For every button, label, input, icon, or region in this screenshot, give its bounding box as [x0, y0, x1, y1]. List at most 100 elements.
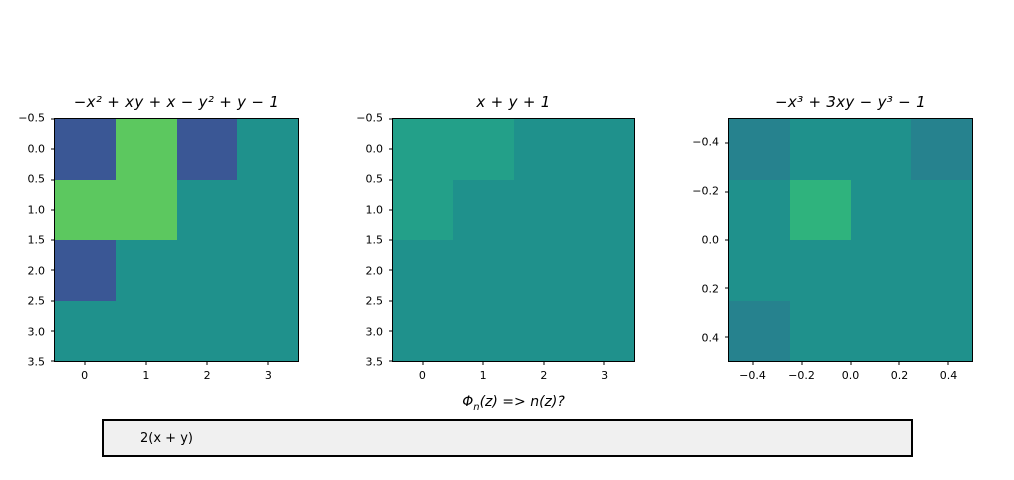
y-tick-mark: [389, 118, 393, 120]
heatmap-cell: [789, 240, 851, 301]
heatmap-cell: [850, 240, 912, 301]
heatmap-cell: [911, 300, 972, 361]
x-tick-label: 0: [81, 369, 89, 382]
heatmap-plot-3: −x³ + 3xy − y³ − 1 −0.4 −0.2 0.0 0.2 0.4 −0.…: [692, 93, 973, 382]
y-tick-label: 0.0: [701, 233, 720, 247]
heatmap-cell: [393, 300, 454, 361]
heatmap-cell: [729, 240, 790, 301]
y-tick-mark: [389, 148, 393, 150]
x-tick-mark: [422, 361, 424, 365]
heatmap-grid-3: [725, 118, 973, 365]
x-tick-label: −0.4: [739, 369, 766, 382]
heatmap-cell: [850, 179, 912, 240]
y-tick-mark: [51, 239, 55, 241]
heatmap-grid-2: [389, 118, 635, 365]
x-axis-2: 0 1 2 3: [392, 362, 635, 384]
heatmap-cell: [573, 300, 634, 361]
x-tick-mark: [752, 361, 754, 365]
y-tick-label: 1.5: [365, 233, 384, 247]
heatmap-cell: [729, 119, 790, 180]
heatmap-cell: [393, 119, 454, 180]
heatmap-plot-1: −x² + xy + x − y² + y − 1 0 1 2 3 −0.5 0.0 0.…: [18, 93, 299, 382]
x-tick-label: 3: [601, 369, 609, 382]
heatmap-cell: [237, 179, 298, 240]
y-tick-label: 2.0: [365, 264, 384, 277]
y-tick-label: 3.0: [365, 325, 384, 338]
question-label: Φn(z) => n(z)?: [392, 394, 635, 413]
heatmap-cell: [176, 119, 238, 180]
y-tick-label: 3.0: [27, 325, 46, 338]
y-tick-mark: [389, 209, 393, 211]
heatmap-cell: [513, 179, 574, 240]
heatmap-cell: [573, 119, 634, 180]
y-tick-mark: [389, 300, 393, 301]
x-tick-label: 2: [203, 369, 211, 382]
question-label-rest: (z) => n(z)?: [479, 394, 565, 410]
y-tick-mark: [389, 239, 393, 241]
heatmap-cell: [393, 179, 454, 240]
y-tick-label: −0.5: [18, 111, 45, 125]
x-tick-label: 2: [540, 369, 548, 382]
y-axis-3: −0.4 −0.2 0.0 0.2 0.4: [672, 118, 728, 362]
heatmap-grid-1: [51, 118, 299, 365]
heatmap-cell: [453, 179, 514, 240]
y-tick-mark: [725, 142, 729, 144]
plot-title-2: x + y + 1: [476, 93, 551, 111]
question-label-phi: Φ: [462, 394, 474, 410]
x-tick-mark: [947, 361, 949, 365]
plot-title-1: −x² + xy + x − y² + y − 1: [73, 93, 280, 111]
heatmap-cell: [55, 300, 116, 361]
y-tick-label: 0.0: [365, 142, 384, 155]
x-tick-mark: [603, 361, 605, 365]
heatmap-cell: [115, 240, 177, 301]
heatmap-cell: [513, 119, 574, 180]
heatmap-cell: [55, 119, 116, 180]
heatmap-cell: [911, 119, 972, 180]
plot-title-3: −x³ + 3xy − y³ − 1: [775, 93, 926, 111]
heatmap-cell: [115, 300, 177, 361]
x-tick-label: 0.2: [890, 369, 909, 382]
heatmap-cell: [176, 300, 238, 361]
x-tick-label: 0.4: [939, 369, 958, 382]
y-tick-mark: [725, 239, 729, 241]
y-tick-mark: [725, 287, 729, 289]
heatmap-cell: [237, 300, 298, 361]
heatmap-cell: [573, 240, 634, 301]
y-tick-mark: [51, 118, 55, 120]
heatmap-cell: [393, 240, 454, 301]
x-tick-label: 0.0: [841, 369, 860, 382]
x-tick-mark: [801, 361, 803, 365]
y-tick-label: −0.2: [692, 184, 719, 198]
heatmap-cell: [789, 300, 851, 361]
x-tick-mark: [145, 361, 147, 365]
heatmap-cell: [237, 119, 298, 180]
y-tick-mark: [51, 360, 55, 362]
heatmap-cell: [789, 179, 851, 240]
x-tick-mark: [267, 361, 269, 365]
x-tick-label: 0: [418, 369, 426, 382]
heatmap-cell: [55, 240, 116, 301]
heatmap-plot-2: x + y + 1 0 1 2 3 −0.5 0.0 0.5 1.0 1.5 2.0 2.5 3.0…: [356, 93, 635, 382]
x-tick-mark: [850, 361, 851, 365]
expression-input[interactable]: [102, 419, 913, 457]
y-axis-1: −0.5 0.0 0.5 1.0 1.5 2.0 2.5 3.0 3.5: [0, 112, 54, 369]
y-tick-mark: [725, 191, 729, 193]
y-tick-mark: [389, 330, 393, 332]
heatmap-cell: [513, 300, 574, 361]
x-tick-mark: [482, 361, 484, 365]
y-tick-label: 0.5: [27, 172, 46, 186]
y-tick-mark: [51, 330, 55, 332]
y-tick-mark: [51, 209, 55, 211]
heatmap-cell: [176, 240, 238, 301]
heatmap-cell: [911, 179, 972, 240]
y-tick-label: 3.5: [365, 355, 384, 369]
y-tick-label: −0.4: [692, 135, 719, 149]
y-tick-mark: [51, 300, 55, 301]
y-tick-label: 0.0: [27, 142, 46, 155]
heatmap-cell: [789, 119, 851, 180]
y-tick-mark: [51, 148, 55, 150]
y-tick-mark: [389, 269, 393, 271]
y-tick-label: 1.5: [27, 233, 46, 247]
y-tick-label: 1.0: [365, 203, 384, 216]
